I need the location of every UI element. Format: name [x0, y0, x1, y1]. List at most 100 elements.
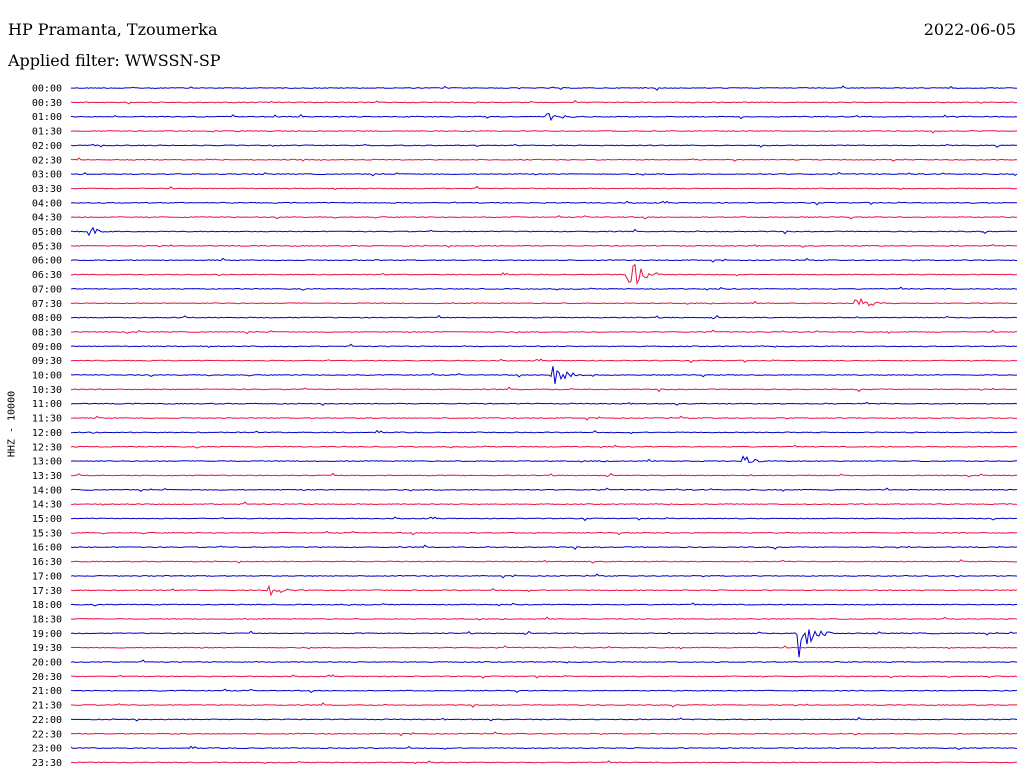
time-label: 03:00 — [32, 170, 62, 181]
time-label: 16:30 — [32, 557, 62, 568]
time-label: 03:30 — [32, 184, 62, 195]
time-label-group: 00:00 00:30 01:00 01:30 02:00 02:30 03:00 03:30… — [32, 84, 62, 769]
time-label: 02:00 — [32, 141, 62, 152]
trace-line — [71, 226, 1017, 237]
time-label: 05:30 — [32, 241, 62, 252]
trace-line — [71, 85, 1018, 91]
time-label: 10:00 — [32, 371, 62, 382]
trace-line — [70, 602, 1018, 607]
time-label: 14:30 — [32, 500, 62, 511]
time-label: 13:00 — [32, 457, 62, 468]
time-label: 15:30 — [32, 528, 62, 539]
time-label: 09:00 — [32, 342, 62, 353]
time-label: 19:00 — [32, 629, 62, 640]
trace-line — [70, 688, 1018, 694]
time-label: 11:30 — [32, 414, 62, 425]
trace-line — [70, 760, 1018, 765]
trace-line — [70, 113, 1018, 122]
trace-line — [70, 629, 1017, 658]
trace-line — [70, 129, 1018, 134]
trace-line — [70, 716, 1018, 722]
time-label: 19:30 — [32, 643, 62, 654]
time-label: 21:00 — [32, 686, 62, 697]
trace-line — [70, 455, 1018, 464]
time-label: 23:30 — [32, 758, 62, 769]
time-label: 02:30 — [32, 155, 62, 166]
trace-line — [70, 286, 1018, 291]
trace-line — [70, 143, 1018, 148]
trace-line — [71, 297, 1018, 307]
time-label: 07:00 — [32, 284, 62, 295]
trace-line — [70, 674, 1018, 680]
trace-line — [70, 386, 1017, 393]
trace-line — [70, 171, 1018, 177]
time-label: 22:00 — [32, 715, 62, 726]
trace-line — [70, 530, 1018, 536]
time-label: 17:30 — [32, 586, 62, 597]
trace-line — [70, 559, 1018, 564]
trace-line — [70, 745, 1018, 750]
trace-line — [70, 257, 1018, 263]
date-label: 2022-06-05 — [923, 20, 1016, 39]
time-label: 11:00 — [32, 399, 62, 410]
time-label: 06:00 — [32, 256, 62, 267]
time-label: 10:30 — [32, 385, 62, 396]
time-label: 16:00 — [32, 543, 62, 554]
trace-line — [70, 501, 1018, 506]
trace-line — [70, 343, 1018, 348]
time-label: 13:30 — [32, 471, 62, 482]
time-label: 21:30 — [32, 701, 62, 712]
trace-line — [70, 444, 1018, 449]
time-label: 04:30 — [32, 213, 62, 224]
time-label: 08:00 — [32, 313, 62, 324]
trace-line — [70, 366, 1018, 385]
trace-line — [71, 516, 1017, 522]
time-label: 15:00 — [32, 514, 62, 525]
time-label: 12:00 — [32, 428, 62, 439]
trace-line — [70, 487, 1018, 493]
time-label: 18:30 — [32, 614, 62, 625]
trace-line — [70, 157, 1018, 162]
trace-line — [70, 314, 1018, 320]
time-label: 14:00 — [32, 485, 62, 496]
filter-label: Applied filter: WWSSN-SP — [8, 51, 221, 70]
trace-line — [71, 263, 1017, 286]
trace-line — [70, 244, 1017, 248]
time-label: 08:30 — [32, 327, 62, 338]
trace-line — [70, 185, 1018, 191]
time-label: 18:00 — [32, 600, 62, 611]
time-label: 05:00 — [32, 227, 62, 238]
trace-line — [70, 584, 1018, 597]
trace-line — [70, 100, 1018, 105]
trace-line — [70, 731, 1018, 737]
trace-line — [71, 702, 1018, 708]
trace-line — [70, 429, 1018, 435]
time-label: 12:30 — [32, 442, 62, 453]
time-label: 00:30 — [32, 98, 62, 109]
trace-line — [70, 645, 1018, 650]
trace-line — [70, 415, 1018, 421]
time-label: 23:00 — [32, 744, 62, 755]
time-label: 20:30 — [32, 672, 62, 683]
station-title: HP Pramanta, Tzoumerka — [8, 20, 218, 39]
trace-line — [70, 573, 1018, 579]
trace-line — [70, 358, 1018, 364]
time-label: 00:00 — [32, 84, 62, 95]
time-label: 01:00 — [32, 112, 62, 123]
trace-line — [71, 472, 1018, 478]
time-label: 09:30 — [32, 356, 62, 367]
trace-line — [70, 200, 1017, 206]
trace-line — [70, 329, 1018, 335]
time-label: 06:30 — [32, 270, 62, 281]
trace-line — [70, 401, 1018, 406]
time-label: 01:30 — [32, 127, 62, 138]
time-label: 04:00 — [32, 198, 62, 209]
time-label: 20:00 — [32, 658, 62, 669]
trace-line — [70, 215, 1018, 220]
trace-group — [70, 85, 1018, 765]
trace-line — [70, 544, 1018, 551]
trace-line — [70, 616, 1018, 621]
trace-line — [70, 659, 1018, 664]
time-label: 17:00 — [32, 571, 62, 582]
